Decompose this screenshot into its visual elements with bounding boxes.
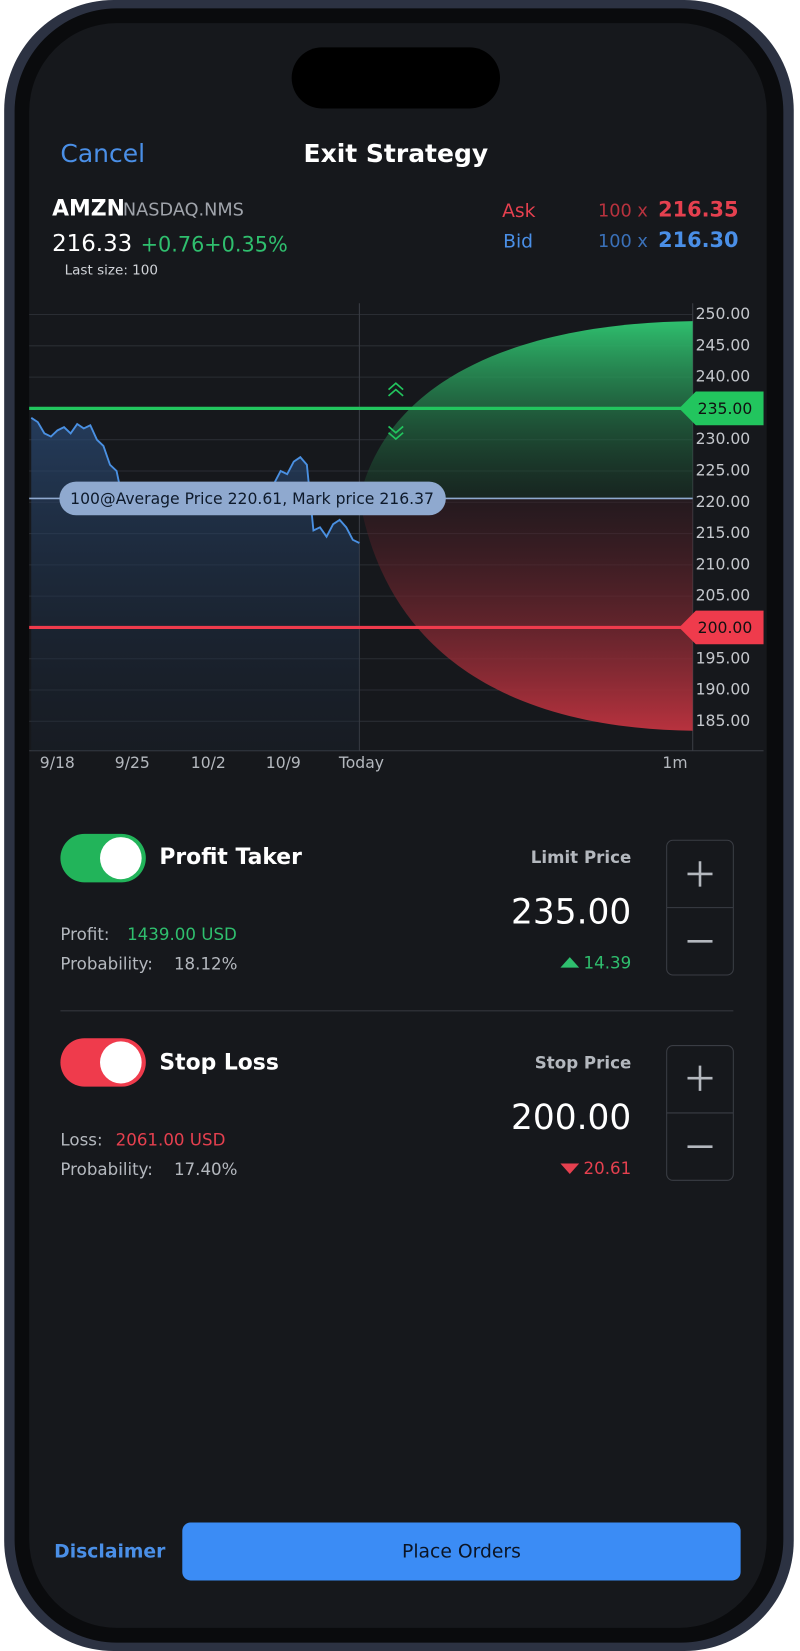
x-tick-label: Today [338, 753, 384, 772]
profit-tag [679, 391, 764, 426]
y-tick-label: 245.00 [696, 335, 751, 354]
cancel-button[interactable]: Cancel [60, 139, 145, 168]
symbol: AMZN [52, 196, 125, 221]
y-tick-label: 250.00 [696, 304, 751, 323]
bid-label: Bid [503, 232, 533, 253]
bid-price: 216.30 [658, 228, 738, 252]
chart: 250.00 245.00 240.00 230.00 225.00 220.00 215.… [29, 303, 764, 772]
ask-price: 216.35 [658, 198, 738, 222]
price-change: 20.61 [584, 1158, 632, 1178]
y-tick-label: 225.00 [696, 460, 751, 479]
x-tick-label: 9/18 [40, 753, 75, 772]
disclaimer-link[interactable]: Disclaimer [54, 1541, 166, 1562]
x-tick-label: 9/25 [115, 753, 150, 772]
y-tick-label: 185.00 [696, 711, 751, 730]
price: 216.33 [52, 231, 132, 257]
stop-tag-label: 200.00 [698, 618, 753, 637]
amount-label: Loss: [60, 1129, 102, 1149]
amount: 1439.00 USD [127, 924, 237, 944]
probability: 18.12% [174, 953, 238, 973]
section-title: Profit Taker [159, 845, 302, 870]
change-percent: +0.35% [204, 232, 288, 256]
dynamic-island [291, 47, 500, 109]
place-orders-button[interactable] [182, 1522, 741, 1581]
y-tick-label: 230.00 [696, 429, 751, 448]
amount: 2061.00 USD [116, 1129, 226, 1149]
stepper [666, 1045, 734, 1181]
position-tooltip [59, 481, 446, 516]
y-tick-label: 195.00 [696, 648, 751, 667]
stepper [666, 839, 734, 976]
position-label: 100@Average Price 220.61, Mark price 216… [70, 489, 434, 508]
exchange: NASDAQ.NMS [123, 200, 244, 221]
bid-size: 100 x [598, 231, 648, 252]
ask-label: Ask [502, 201, 536, 222]
last-size: Last size: 100 [65, 263, 158, 279]
x-tick-label: 10/9 [266, 753, 301, 772]
stop-price: 200.00 [511, 1098, 631, 1138]
plus-button[interactable] [687, 1065, 713, 1091]
y-tick-label: 190.00 [696, 679, 751, 698]
place-orders-label: Place Orders [402, 1541, 521, 1562]
probability-label: Probability: [60, 1159, 152, 1179]
section-title: Stop Loss [159, 1050, 278, 1075]
x-tick-label: 10/2 [191, 753, 226, 772]
range-label: 1m [662, 753, 687, 772]
price-label: Stop Price [535, 1052, 631, 1072]
price-change: 14.39 [584, 952, 632, 972]
drag-up [387, 382, 404, 397]
probability: 17.40% [174, 1159, 238, 1179]
y-tick-label: 220.00 [696, 492, 751, 511]
ask-size: 100 x [598, 201, 648, 222]
stop-tag [679, 610, 764, 645]
y-tick-label: 240.00 [696, 367, 751, 386]
amount-label: Profit: [60, 924, 109, 944]
toggle-knob [100, 1041, 142, 1084]
limit-price: 235.00 [511, 892, 631, 932]
y-tick-label: 215.00 [696, 523, 751, 542]
profit-tag-label: 235.00 [698, 399, 753, 418]
probability-label: Probability: [60, 953, 152, 973]
toggle-knob [100, 837, 142, 880]
up-arrow [560, 957, 580, 968]
price-label: Limit Price [531, 847, 631, 867]
loss-cone [359, 498, 693, 731]
y-tick-label: 205.00 [696, 586, 751, 605]
title: Exit Strategy [304, 139, 489, 168]
down-arrow [560, 1163, 580, 1175]
y-tick-label: 210.00 [696, 554, 751, 573]
plus-button[interactable] [687, 861, 713, 887]
drag-down [387, 425, 404, 441]
change: +0.76 [141, 232, 205, 256]
